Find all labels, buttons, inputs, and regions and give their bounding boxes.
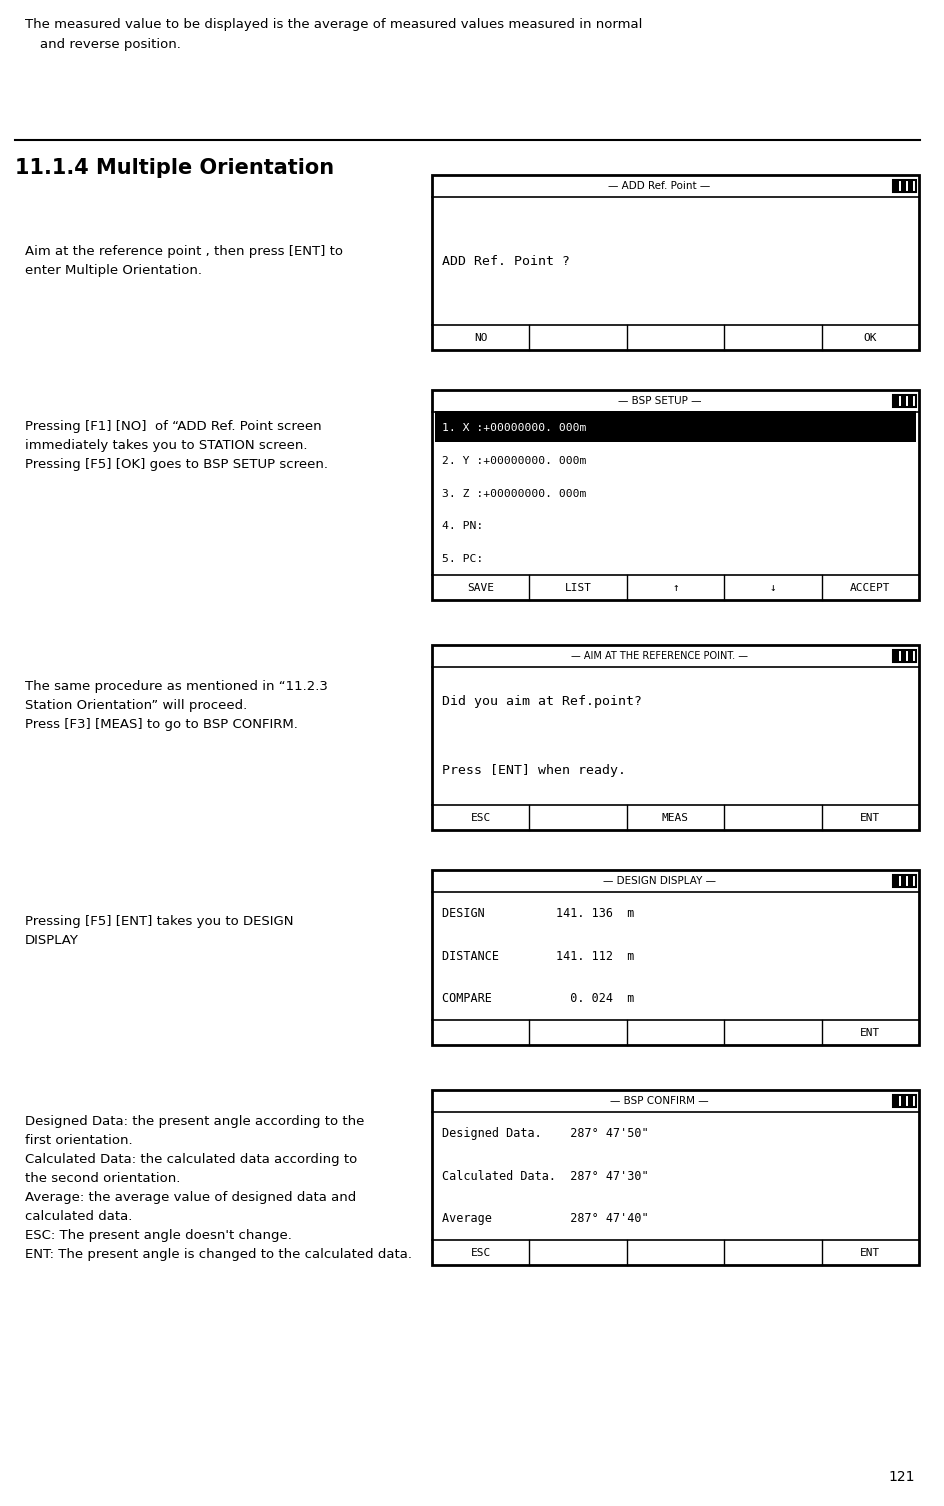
Bar — [907, 876, 912, 886]
Bar — [892, 181, 915, 191]
Text: Pressing [F1] [NO]  of “ADD Ref. Point screen: Pressing [F1] [NO] of “ADD Ref. Point sc… — [25, 420, 321, 434]
Text: ESC: ESC — [470, 1247, 490, 1258]
Text: Pressing [F5] [ENT] takes you to DESIGN: Pressing [F5] [ENT] takes you to DESIGN — [25, 916, 294, 928]
Bar — [900, 876, 905, 886]
Text: — AIM AT THE REFERENCE POINT. —: — AIM AT THE REFERENCE POINT. — — [570, 651, 748, 661]
Text: OK: OK — [863, 333, 876, 342]
Bar — [907, 396, 912, 407]
Text: — BSP CONFIRM —: — BSP CONFIRM — — [610, 1096, 708, 1105]
Bar — [892, 651, 915, 663]
Bar — [907, 1096, 912, 1105]
Text: ENT: ENT — [859, 813, 880, 822]
Bar — [907, 651, 912, 661]
Text: Station Orientation” will proceed.: Station Orientation” will proceed. — [25, 699, 247, 712]
Text: — BSP SETUP —: — BSP SETUP — — [617, 396, 700, 407]
Text: ADD Ref. Point ?: ADD Ref. Point ? — [442, 255, 569, 268]
Text: immediately takes you to STATION screen.: immediately takes you to STATION screen. — [25, 440, 307, 452]
Text: Pressing [F5] [OK] goes to BSP SETUP screen.: Pressing [F5] [OK] goes to BSP SETUP scr… — [25, 458, 328, 471]
Text: ESC: ESC — [470, 813, 490, 822]
Text: Average           287° 47'40": Average 287° 47'40" — [442, 1212, 648, 1226]
Text: Aim at the reference point , then press [ENT] to: Aim at the reference point , then press … — [25, 245, 343, 258]
Text: The same procedure as mentioned in “11.2.3: The same procedure as mentioned in “11.2… — [25, 681, 328, 693]
Text: Average: the average value of designed data and: Average: the average value of designed d… — [25, 1191, 356, 1203]
Text: Press [F3] [MEAS] to go to BSP CONFIRM.: Press [F3] [MEAS] to go to BSP CONFIRM. — [25, 718, 297, 730]
Text: Did you aim at Ref.point?: Did you aim at Ref.point? — [442, 694, 641, 708]
Text: COMPARE           0. 024  m: COMPARE 0. 024 m — [442, 992, 633, 1005]
Bar — [900, 181, 905, 191]
Text: enter Multiple Orientation.: enter Multiple Orientation. — [25, 264, 202, 277]
Bar — [907, 181, 912, 191]
Text: — ADD Ref. Point —: — ADD Ref. Point — — [608, 181, 710, 191]
Text: LIST: LIST — [564, 583, 591, 592]
Text: NO: NO — [474, 333, 487, 342]
Text: 4. PN:: 4. PN: — [442, 521, 482, 532]
Text: ↑: ↑ — [671, 583, 678, 592]
Bar — [892, 1095, 915, 1107]
Text: DISPLAY: DISPLAY — [25, 934, 78, 947]
Text: Calculated Data: the calculated data according to: Calculated Data: the calculated data acc… — [25, 1154, 357, 1166]
Bar — [431, 390, 918, 599]
Text: 1. X :+00000000. 000m: 1. X :+00000000. 000m — [442, 423, 586, 434]
Text: ENT: ENT — [859, 1247, 880, 1258]
Bar — [431, 870, 918, 1045]
Text: 121: 121 — [887, 1470, 914, 1483]
Text: 2. Y :+00000000. 000m: 2. Y :+00000000. 000m — [442, 456, 586, 465]
Bar — [893, 651, 898, 661]
Bar — [431, 175, 918, 349]
Bar — [900, 396, 905, 407]
Text: MEAS: MEAS — [662, 813, 688, 822]
Text: first orientation.: first orientation. — [25, 1134, 132, 1148]
Text: The measured value to be displayed is the average of measured values measured in: The measured value to be displayed is th… — [25, 18, 642, 32]
Bar — [900, 1096, 905, 1105]
Bar — [434, 411, 915, 443]
Text: ENT: ENT — [859, 1027, 880, 1038]
Text: the second orientation.: the second orientation. — [25, 1172, 180, 1185]
Text: DISTANCE        141. 112  m: DISTANCE 141. 112 m — [442, 949, 633, 962]
Text: ACCEPT: ACCEPT — [850, 583, 889, 592]
Text: Designed Data: the present angle according to the: Designed Data: the present angle accordi… — [25, 1114, 364, 1128]
Bar — [892, 875, 915, 887]
Text: Calculated Data.  287° 47'30": Calculated Data. 287° 47'30" — [442, 1170, 648, 1182]
Bar — [431, 1090, 918, 1265]
Text: ↓: ↓ — [768, 583, 775, 592]
Bar — [893, 181, 898, 191]
Text: Press [ENT] when ready.: Press [ENT] when ready. — [442, 764, 625, 777]
Text: Designed Data.    287° 47'50": Designed Data. 287° 47'50" — [442, 1126, 648, 1140]
Text: 11.1.4 Multiple Orientation: 11.1.4 Multiple Orientation — [15, 158, 334, 178]
Text: ESC: The present angle doesn't change.: ESC: The present angle doesn't change. — [25, 1229, 292, 1242]
Bar — [431, 645, 918, 830]
Text: DESIGN          141. 136  m: DESIGN 141. 136 m — [442, 907, 633, 920]
Text: 3. Z :+00000000. 000m: 3. Z :+00000000. 000m — [442, 488, 586, 498]
Text: — DESIGN DISPLAY —: — DESIGN DISPLAY — — [602, 876, 716, 886]
Bar — [893, 876, 898, 886]
Bar — [893, 396, 898, 407]
Bar — [900, 651, 905, 661]
Bar — [893, 1096, 898, 1105]
Text: calculated data.: calculated data. — [25, 1209, 132, 1223]
Text: SAVE: SAVE — [466, 583, 494, 592]
Text: and reverse position.: and reverse position. — [40, 38, 180, 51]
Bar — [892, 395, 915, 407]
Text: 5. PC:: 5. PC: — [442, 554, 482, 563]
Text: ENT: The present angle is changed to the calculated data.: ENT: The present angle is changed to the… — [25, 1248, 412, 1261]
